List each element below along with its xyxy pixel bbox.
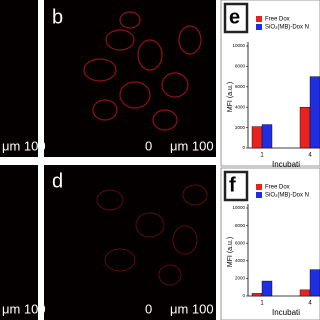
- x-tick-label: 4: [308, 301, 312, 307]
- bar: [299, 106, 311, 149]
- panel-label: e: [229, 6, 240, 28]
- scale-label: 0: [145, 301, 152, 316]
- legend-label: Free Dox: [265, 17, 290, 23]
- y-tick-label: 4000: [235, 258, 246, 263]
- bar: [251, 293, 263, 297]
- legend-label: SiO₂(MB)-Dox N: [265, 25, 309, 31]
- y-tick-label: 8000: [235, 64, 246, 69]
- cells-d: [96, 184, 208, 286]
- legend-swatch: [256, 184, 262, 190]
- x-axis-label: Incubati: [272, 160, 300, 169]
- scale-label: μm 100: [2, 301, 46, 316]
- x-axis-label: Incubati: [272, 308, 300, 317]
- y-tick-label: 6000: [235, 240, 246, 245]
- legend-swatch: [256, 16, 262, 22]
- bar: [261, 280, 273, 297]
- panel-d: [44, 165, 216, 320]
- legend-label: Free Dox: [265, 185, 290, 191]
- bar: [299, 289, 311, 297]
- panel-label: b: [52, 6, 63, 28]
- panel-c: [0, 165, 38, 320]
- panel-label-box: [223, 170, 249, 202]
- bar: [309, 76, 320, 149]
- y-tick-label: 0: [242, 293, 245, 298]
- y-tick-label: 2000: [235, 276, 246, 281]
- y-tick-label: 10000: [232, 43, 245, 48]
- panel-label: f: [229, 174, 236, 196]
- bar: [261, 124, 273, 149]
- y-tick-label: 2000: [235, 125, 246, 130]
- x-tick-label: 1: [260, 301, 264, 307]
- y-tick-label: 10000: [232, 205, 245, 210]
- y-tick-label: 6000: [235, 84, 246, 89]
- scale-label: 0: [145, 138, 152, 153]
- scale-label: μm 100: [2, 138, 46, 153]
- panel-a: [0, 0, 38, 157]
- scale-label: μm 100: [170, 301, 214, 316]
- bar: [309, 269, 320, 297]
- y-axis-label: MFI (a.u.): [227, 237, 234, 267]
- scale-label: μm 100: [170, 138, 214, 153]
- y-axis-label: MFI (a.u.): [227, 82, 234, 112]
- panel-label-box: [223, 2, 249, 34]
- bar: [251, 126, 263, 149]
- x-tick-label: 1: [260, 153, 264, 159]
- legend-swatch: [256, 24, 262, 30]
- legend-swatch: [256, 192, 262, 198]
- legend-label: SiO₂(MB)-Dox N: [265, 193, 309, 199]
- panel-b: [44, 0, 216, 157]
- y-tick-label: 4000: [235, 104, 246, 109]
- cells-b: [83, 11, 202, 131]
- x-tick-label: 4: [308, 153, 312, 159]
- y-tick-label: 0: [242, 145, 245, 150]
- y-tick-label: 8000: [235, 223, 246, 228]
- panel-label: d: [52, 170, 63, 192]
